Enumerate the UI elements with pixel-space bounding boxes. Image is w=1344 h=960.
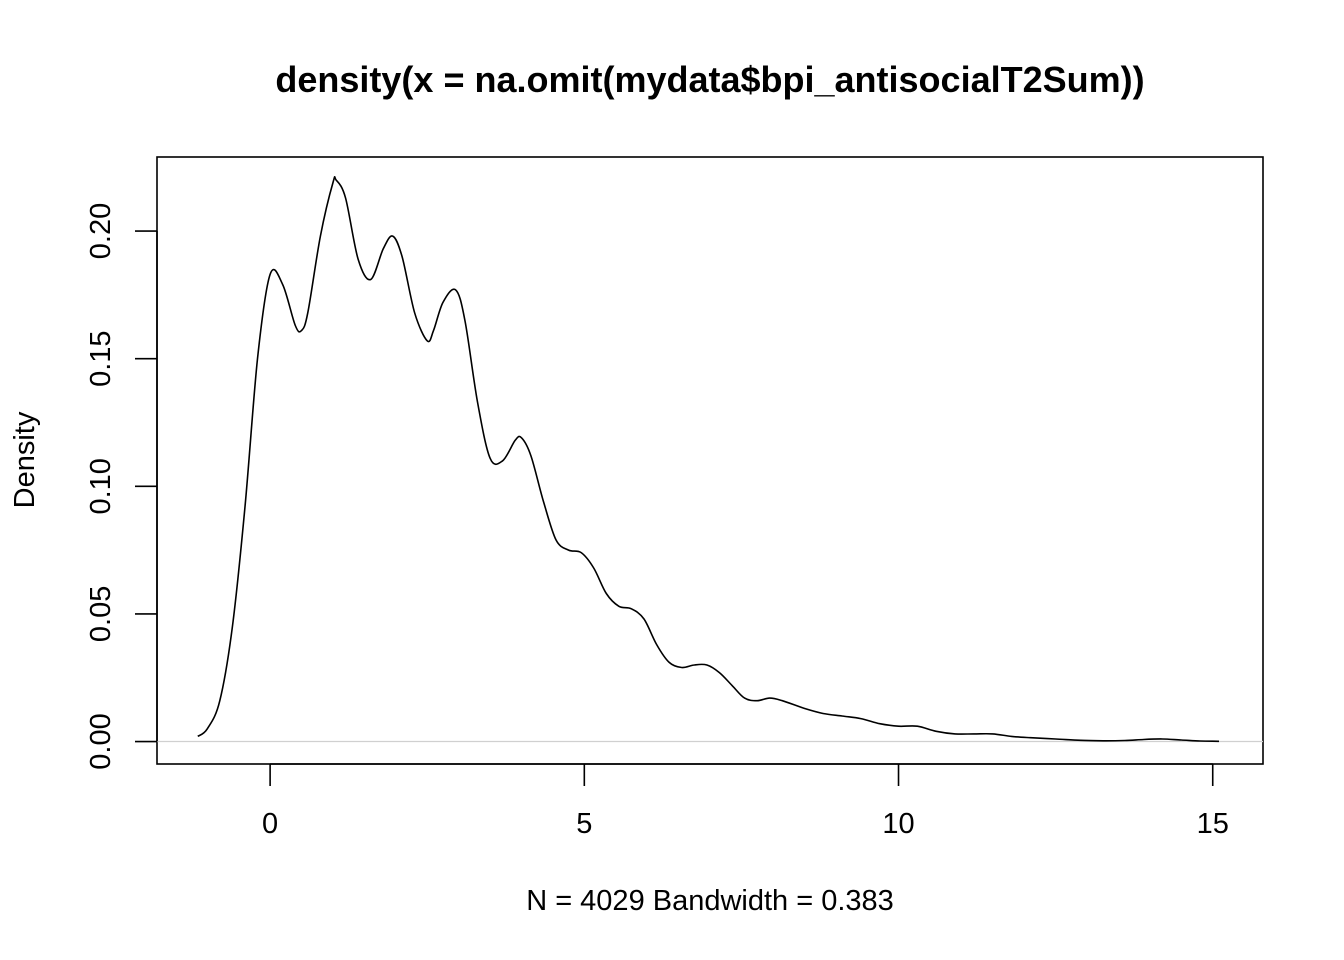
y-tick-label: 0.15 <box>85 330 117 386</box>
y-tick-label: 0.00 <box>85 713 117 769</box>
x-tick-label: 5 <box>576 808 592 840</box>
y-tick-label: 0.10 <box>85 458 117 514</box>
y-axis: 0.00 0.05 0.10 0.15 0.20 <box>85 203 158 770</box>
y-tick-label: 0.05 <box>85 586 117 642</box>
plot-frame <box>156 156 1264 765</box>
x-tick-label: 10 <box>882 808 914 840</box>
y-tick-label: 0.20 <box>85 203 117 259</box>
x-axis: 0 5 10 15 <box>262 763 1229 840</box>
x-tick-label: 15 <box>1197 808 1229 840</box>
chart-title: density(x = na.omit(mydata$bpi_antisocia… <box>275 59 1144 100</box>
x-tick-label: 0 <box>262 808 278 840</box>
density-curve <box>197 175 1220 743</box>
y-axis-label: Density <box>9 411 41 508</box>
x-axis-label: N = 4029 Bandwidth = 0.383 <box>526 885 894 917</box>
